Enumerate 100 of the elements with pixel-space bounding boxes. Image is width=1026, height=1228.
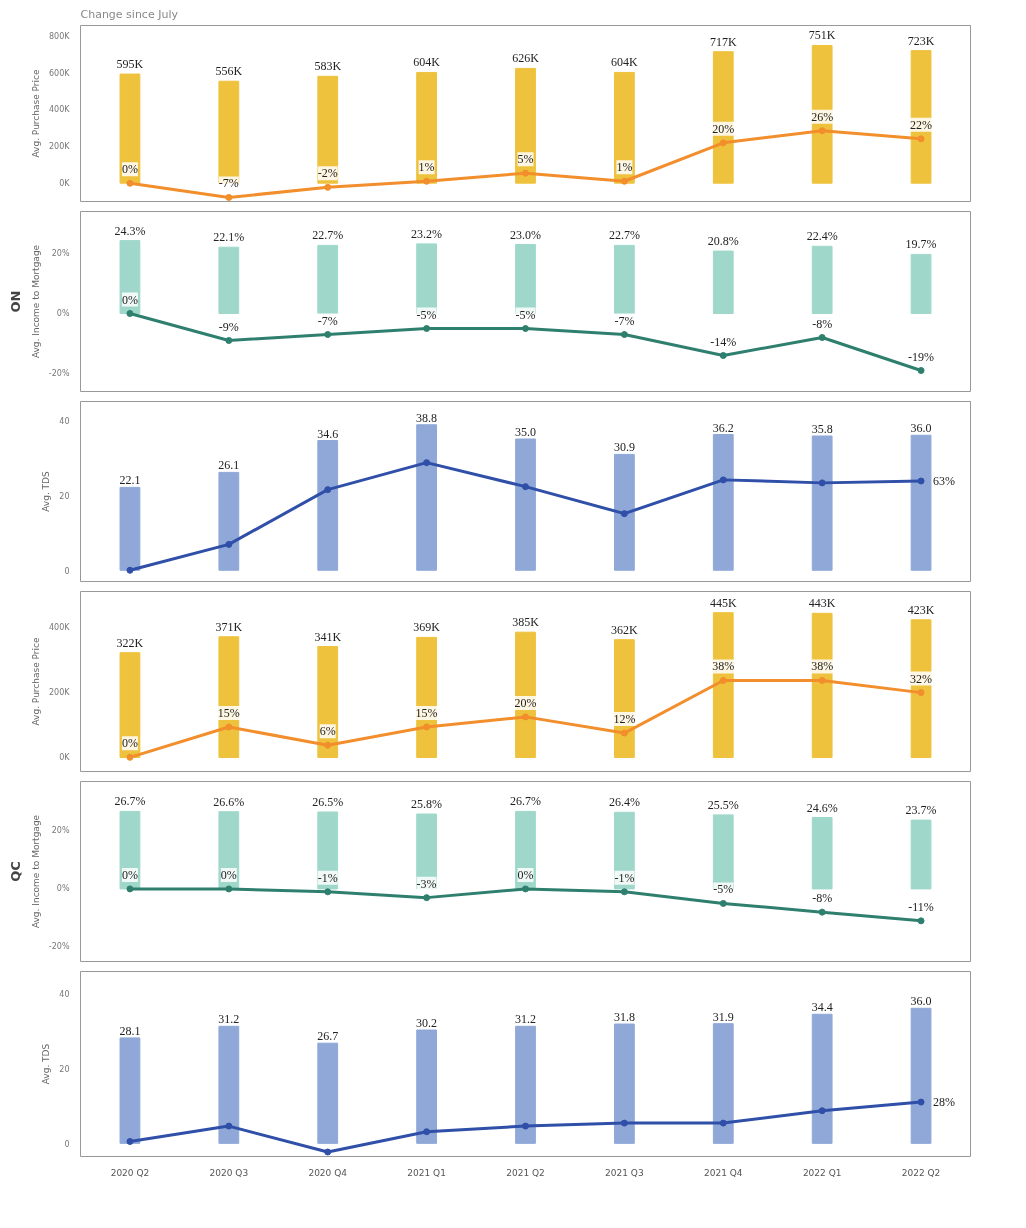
x-tick-label: 2021 Q1 bbox=[407, 1167, 446, 1178]
y-tick-label: 0 bbox=[64, 1139, 70, 1149]
x-tick-label: 2021 Q3 bbox=[605, 1167, 644, 1178]
text: QC bbox=[7, 861, 23, 882]
data-label: 31.2 bbox=[218, 1012, 240, 1027]
x-tick-label: 2021 Q2 bbox=[506, 1167, 545, 1178]
data-label: 23.7% bbox=[905, 803, 937, 818]
data-label: 25.8% bbox=[411, 797, 443, 812]
data-label: 31.9 bbox=[712, 1009, 734, 1024]
point bbox=[917, 135, 925, 143]
data-label: 26% bbox=[811, 109, 834, 124]
y-tick-label: 200K bbox=[48, 142, 71, 151]
data-label: -5% bbox=[713, 882, 734, 897]
data-label: 22.4% bbox=[806, 229, 838, 244]
point bbox=[423, 325, 431, 332]
y-tick-label: 0 bbox=[64, 566, 70, 576]
data-label: 26.4% bbox=[608, 795, 640, 810]
data-label: 28.1 bbox=[119, 1023, 141, 1038]
x-tick-label: 2020 Q4 bbox=[308, 1167, 348, 1178]
point bbox=[917, 367, 925, 374]
x-tick-label: 2022 Q1 bbox=[802, 1167, 842, 1178]
point bbox=[225, 193, 233, 201]
y-tick-label: 40 bbox=[59, 416, 70, 426]
point bbox=[225, 723, 233, 731]
bar bbox=[910, 619, 932, 758]
point bbox=[126, 310, 134, 317]
point bbox=[225, 337, 233, 344]
data-label: 1% bbox=[418, 160, 435, 175]
data-label: 362K bbox=[611, 622, 639, 637]
data-label: 20.8% bbox=[707, 234, 739, 249]
bar bbox=[317, 440, 339, 571]
point bbox=[818, 334, 826, 341]
bar bbox=[515, 631, 536, 758]
bar bbox=[416, 71, 437, 184]
bar bbox=[811, 817, 833, 890]
bar bbox=[119, 486, 141, 571]
point bbox=[126, 179, 134, 187]
bar bbox=[119, 1037, 141, 1144]
point bbox=[225, 885, 233, 893]
point bbox=[126, 1138, 134, 1145]
point bbox=[324, 331, 332, 338]
data-label: 24.6% bbox=[806, 800, 838, 815]
data-label: 717K bbox=[709, 34, 737, 49]
point bbox=[522, 1122, 529, 1130]
data-label: 15% bbox=[217, 706, 240, 721]
data-label: -2% bbox=[317, 166, 338, 181]
data-label: 20% bbox=[712, 121, 735, 136]
point bbox=[225, 1122, 233, 1130]
bar bbox=[712, 1023, 734, 1144]
point bbox=[423, 894, 431, 902]
data-label: 22.7% bbox=[608, 228, 640, 243]
data-label: 36.0 bbox=[910, 994, 932, 1009]
data-label: 22% bbox=[910, 117, 933, 132]
data-label: 38% bbox=[811, 659, 834, 674]
bar bbox=[416, 1029, 437, 1144]
point bbox=[719, 476, 727, 484]
point bbox=[324, 741, 332, 749]
y-tick-label: 400K bbox=[48, 622, 71, 632]
y-tick-label: 600K bbox=[48, 68, 71, 78]
point bbox=[620, 1119, 628, 1127]
y-axis-title: Avg. Purchase Price bbox=[30, 69, 41, 158]
data-label: 23.2% bbox=[411, 226, 443, 241]
point bbox=[917, 1098, 925, 1106]
y-tick-label: 0% bbox=[56, 309, 70, 318]
data-label: 22.7% bbox=[312, 228, 344, 243]
data-label: 0% bbox=[121, 736, 138, 751]
x-tick-label: 2020 Q2 bbox=[110, 1167, 150, 1178]
x-tick-label: 2020 Q3 bbox=[209, 1167, 249, 1178]
x-tick-label: 2022 Q2 bbox=[901, 1167, 941, 1178]
point bbox=[917, 689, 925, 697]
bar bbox=[515, 1025, 536, 1144]
point bbox=[818, 908, 826, 916]
data-label: 22.1% bbox=[213, 230, 245, 245]
y-tick-label: 200K bbox=[48, 687, 71, 697]
data-label: 34.4 bbox=[811, 1000, 833, 1015]
data-label: 1% bbox=[616, 160, 633, 175]
point bbox=[522, 483, 529, 491]
point bbox=[719, 352, 727, 359]
data-label: -1% bbox=[614, 870, 635, 885]
point bbox=[917, 477, 925, 485]
data-label: 15% bbox=[415, 706, 438, 721]
point bbox=[917, 917, 925, 925]
data-label: 443K bbox=[808, 596, 836, 611]
y-tick-label: 20% bbox=[51, 249, 70, 258]
data-label: 604K bbox=[413, 55, 441, 70]
point bbox=[423, 1128, 431, 1136]
data-label: 36.2 bbox=[712, 420, 734, 435]
point bbox=[522, 169, 529, 177]
data-label: 371K bbox=[215, 619, 243, 634]
y-tick-label: 0% bbox=[56, 884, 70, 894]
data-label: 20% bbox=[514, 695, 537, 710]
point bbox=[522, 325, 529, 332]
data-label: 22.1 bbox=[119, 473, 141, 488]
data-label: 6% bbox=[319, 724, 336, 739]
data-label: -7% bbox=[317, 313, 338, 328]
y-axis-title: Avg. TDS bbox=[41, 1043, 52, 1085]
bar bbox=[416, 636, 437, 758]
point bbox=[719, 676, 727, 684]
y-tick-label: 20% bbox=[51, 826, 70, 836]
data-label: 369K bbox=[413, 620, 441, 635]
